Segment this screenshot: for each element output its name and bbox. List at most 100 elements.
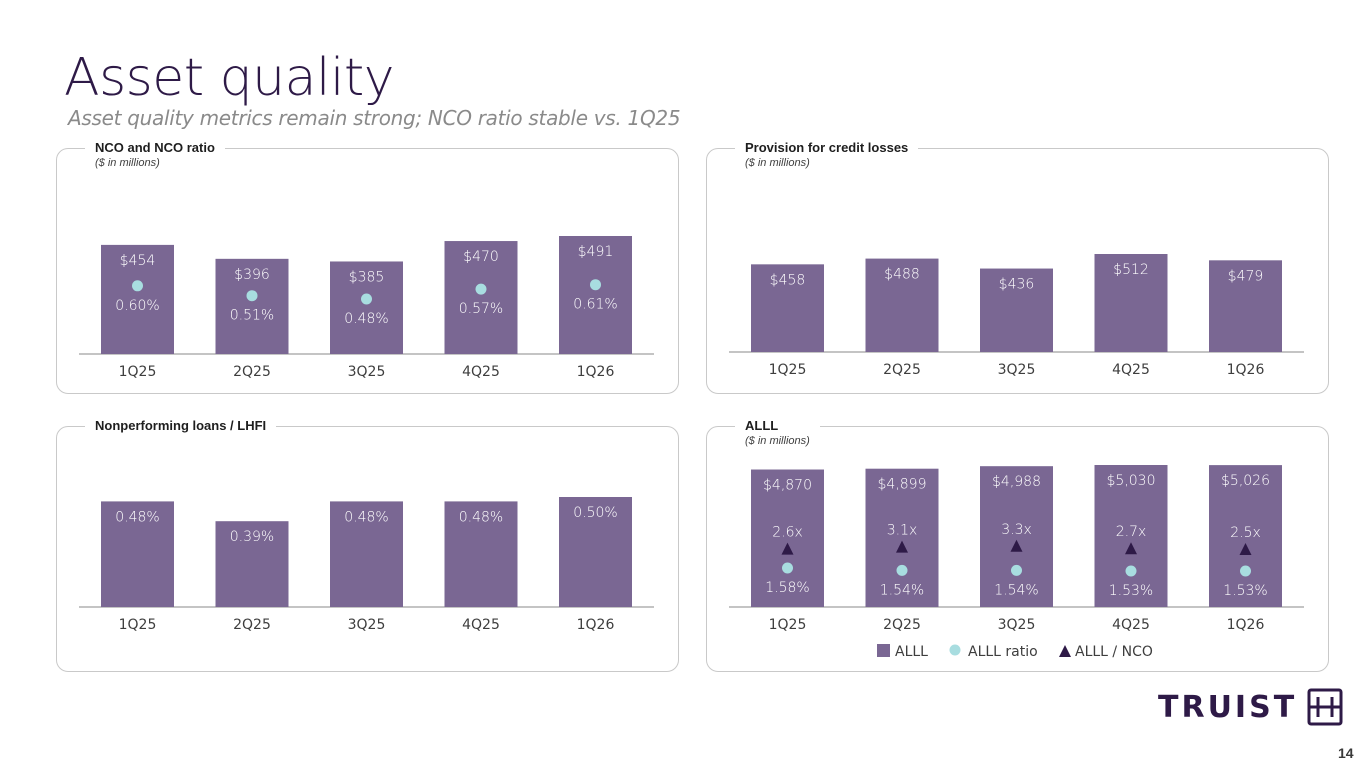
nco-chart: $454 1Q25 0.60% $396 2Q25 0.51% $385 3Q25 0.48% $…	[79, 236, 654, 380]
alll-chart-title: ALLL	[745, 418, 779, 433]
bar-value-label: $4,988	[992, 474, 1041, 490]
bar-2Q25	[215, 521, 289, 607]
bar-3Q25	[330, 261, 403, 354]
alll-nco-triangle	[896, 540, 908, 553]
nco-chart-header: NCO and NCO ratio ($ in millions)	[85, 139, 225, 169]
truist-logo: TRUIST	[1158, 688, 1343, 726]
alll-chart-header: ALLL ($ in millions)	[735, 417, 820, 447]
nco-chart-panel: NCO and NCO ratio ($ in millions) $454 1Q…	[56, 139, 679, 394]
x-tick-label: 2Q25	[883, 617, 921, 633]
alll-chart-panel: ALLL ($ in millions) $4,870 1Q25 1.58% 2.6x…	[706, 417, 1329, 672]
bar-value-label: 0.48%	[459, 509, 503, 525]
bar-value-label: $436	[999, 277, 1035, 293]
legend-label-alll-ratio: ALLL ratio	[968, 644, 1038, 660]
bar-value-label: $385	[349, 269, 385, 285]
alll-nco-label: 3.3x	[1001, 522, 1032, 538]
bar-4Q25	[1094, 254, 1168, 352]
npl-chart-header: Nonperforming loans / LHFI	[85, 417, 277, 435]
provision-chart: $458 1Q25 $488 2Q25 $436 3Q25 $512 4Q25 $479 1Q26	[729, 254, 1304, 378]
alll-ratio-label: 1.53%	[1223, 583, 1267, 599]
bar-value-label: $4,899	[878, 477, 927, 493]
alll-nco-triangle	[1010, 539, 1023, 552]
bar-value-label: $470	[463, 249, 499, 265]
nco-ratio-dot	[246, 290, 258, 302]
bar-value-label: 0.48%	[115, 509, 159, 525]
alll-nco-triangle	[1239, 543, 1252, 555]
nco-ratio-dot	[132, 280, 143, 292]
bar-value-label: $4,870	[763, 478, 812, 494]
legend-dot-swatch	[949, 644, 961, 656]
bar-4Q25	[444, 501, 518, 607]
bar-value-label: $5,030	[1107, 473, 1156, 489]
nco-ratio-label: 0.61%	[573, 297, 617, 313]
bar-4Q25	[1094, 465, 1168, 607]
x-tick-label: 3Q25	[998, 362, 1036, 378]
x-tick-label: 3Q25	[348, 364, 386, 380]
x-tick-label: 1Q26	[1227, 362, 1265, 378]
page-subtitle: Asset quality metrics remain strong; NCO…	[68, 106, 681, 130]
nco-chart-title: NCO and NCO ratio	[95, 140, 215, 155]
bar-3Q25	[980, 466, 1053, 607]
bar-value-label: $479	[1228, 268, 1264, 284]
bar-1Q26	[559, 497, 632, 607]
x-tick-label: 4Q25	[462, 364, 500, 380]
bar-3Q25	[330, 501, 403, 607]
x-tick-label: 2Q25	[233, 617, 271, 633]
alll-chart-units: ($ in millions)	[745, 435, 810, 447]
legend-bar-swatch	[877, 644, 890, 657]
provision-chart-header: Provision for credit losses ($ in millio…	[735, 139, 919, 169]
logo-wordmark: TRUIST	[1158, 689, 1298, 725]
x-tick-label: 4Q25	[462, 617, 500, 633]
alll-ratio-label: 1.58%	[765, 580, 809, 596]
x-tick-label: 1Q26	[577, 364, 615, 380]
legend-label-alll: ALLL	[895, 644, 928, 660]
alll-ratio-dot	[896, 564, 908, 576]
chart-legend: ALLL ALLL ratio ALLL / NCO	[877, 644, 1153, 660]
x-tick-label: 4Q25	[1112, 617, 1150, 633]
x-tick-label: 4Q25	[1112, 362, 1150, 378]
bar-4Q25	[444, 241, 518, 354]
bar-value-label: $488	[884, 267, 920, 283]
bar-value-label: 0.48%	[344, 509, 388, 525]
nco-ratio-dot	[361, 293, 372, 305]
bar-value-label: $458	[770, 272, 806, 288]
truist-hh-logo-icon	[1307, 688, 1343, 726]
alll-chart: $4,870 1Q25 1.58% 2.6x $4,899 2Q25 1.54% 3.1x $4…	[729, 465, 1304, 660]
nco-ratio-label: 0.51%	[230, 308, 274, 324]
page-number: 14	[1338, 745, 1354, 761]
bar-value-label: $5,026	[1221, 473, 1270, 489]
x-tick-label: 1Q25	[119, 364, 157, 380]
legend-triangle-swatch	[1059, 645, 1071, 657]
nco-ratio-label: 0.60%	[115, 298, 159, 314]
alll-ratio-dot	[1011, 564, 1022, 576]
provision-chart-title: Provision for credit losses	[745, 140, 909, 155]
bar-value-label: $512	[1113, 262, 1149, 278]
alll-nco-label: 2.6x	[772, 525, 803, 541]
alll-ratio-label: 1.53%	[1109, 583, 1153, 599]
bar-1Q26	[1209, 465, 1282, 607]
bar-value-label: 0.50%	[573, 505, 617, 521]
bar-1Q26	[559, 236, 632, 354]
bar-1Q25	[101, 501, 174, 607]
nco-chart-units: ($ in millions)	[95, 157, 160, 169]
alll-nco-label: 2.5x	[1230, 525, 1261, 541]
bar-1Q25	[751, 264, 824, 352]
alll-nco-label: 3.1x	[887, 523, 918, 539]
bar-1Q25	[751, 469, 824, 607]
bar-2Q25	[865, 258, 939, 352]
x-tick-label: 1Q26	[577, 617, 615, 633]
alll-ratio-label: 1.54%	[994, 582, 1038, 598]
bar-3Q25	[980, 268, 1053, 352]
npl-chart-panel: Nonperforming loans / LHFI 0.48% 1Q25 0.39…	[56, 417, 679, 672]
alll-nco-triangle	[781, 542, 794, 555]
alll-ratio-dot	[1125, 565, 1137, 577]
nco-ratio-dot	[590, 279, 601, 291]
x-tick-label: 2Q25	[233, 364, 271, 380]
alll-nco-label: 2.7x	[1116, 524, 1147, 540]
npl-chart: 0.48% 1Q25 0.39% 2Q25 0.48% 3Q25 0.48% 4Q25 0.50…	[79, 497, 654, 633]
nco-ratio-label: 0.48%	[344, 311, 388, 327]
legend-label-alll-nco: ALLL / NCO	[1075, 644, 1153, 660]
bar-value-label: $454	[120, 253, 156, 269]
npl-chart-title: Nonperforming loans / LHFI	[95, 418, 267, 433]
bar-2Q25	[865, 468, 939, 607]
